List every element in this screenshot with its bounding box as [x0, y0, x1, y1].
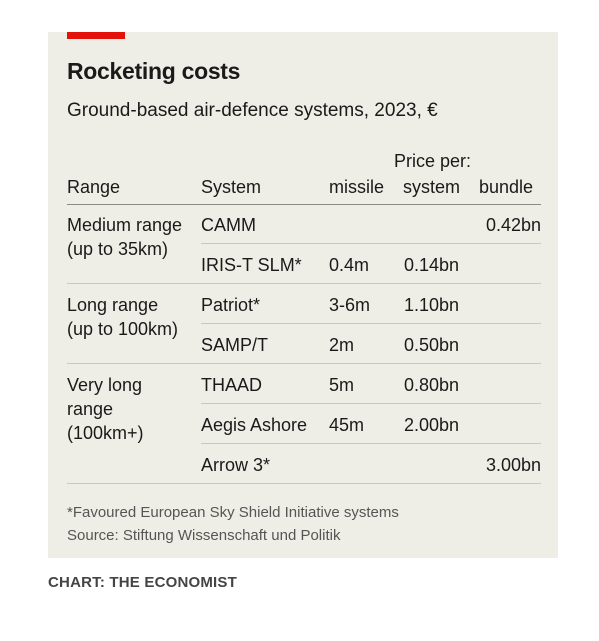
- source-note: Source: Stiftung Wissenschaft und Politi…: [67, 527, 341, 544]
- price-group-header: Price per:: [394, 151, 472, 171]
- footnote: *Favoured European Sky Shield Initiative…: [67, 504, 399, 521]
- row-divider: [67, 363, 541, 364]
- accent-bar: [67, 32, 125, 39]
- system-price: 0.80bn: [404, 375, 460, 395]
- system-name: THAAD: [201, 375, 263, 395]
- range-label: Medium range (up to 35km): [67, 215, 183, 259]
- missile-price: 5m: [329, 375, 355, 395]
- bundle-price: 0.42bn: [485, 215, 541, 235]
- system-price: 2.00bn: [404, 415, 460, 435]
- system-name: Aegis Ashore: [201, 415, 308, 435]
- system-price: 0.14bn: [404, 255, 460, 275]
- row-divider: [201, 323, 541, 324]
- system-name: IRIS-T SLM*: [201, 255, 302, 275]
- row-divider: [201, 403, 541, 404]
- row-divider: [67, 483, 541, 484]
- chart-subtitle: Ground-based air-defence systems, 2023, …: [67, 100, 438, 121]
- row-divider: [201, 243, 541, 244]
- row-divider: [201, 443, 541, 444]
- missile-price: 3-6m: [329, 295, 371, 315]
- bundle-price: 3.00bn: [485, 455, 541, 475]
- system-name: Patriot*: [201, 295, 261, 315]
- missile-price: 2m: [329, 335, 355, 355]
- system-name: Arrow 3*: [201, 455, 271, 475]
- header-missile: missile: [329, 177, 385, 197]
- row-divider: [67, 283, 541, 284]
- system-price: 1.10bn: [404, 295, 460, 315]
- header-bundle: bundle: [479, 177, 534, 197]
- missile-price: 0.4m: [329, 255, 370, 275]
- header-system: System: [201, 177, 262, 197]
- range-label: Very long range (100km+): [67, 375, 144, 443]
- header-rule: [67, 204, 541, 205]
- missile-price: 45m: [329, 415, 365, 435]
- header-system-price: system: [403, 177, 461, 197]
- chart-panel: Rocketing costs Ground-based air-defence…: [48, 32, 558, 558]
- chart-title: Rocketing costs: [67, 58, 241, 84]
- header-range: Range: [67, 177, 121, 197]
- system-name: SAMP/T: [201, 335, 269, 355]
- system-price: 0.50bn: [404, 335, 460, 355]
- chart-credit: CHART: THE ECONOMIST: [48, 574, 237, 591]
- range-label: Long range (up to 100km): [67, 295, 179, 339]
- system-name: CAMM: [201, 215, 256, 235]
